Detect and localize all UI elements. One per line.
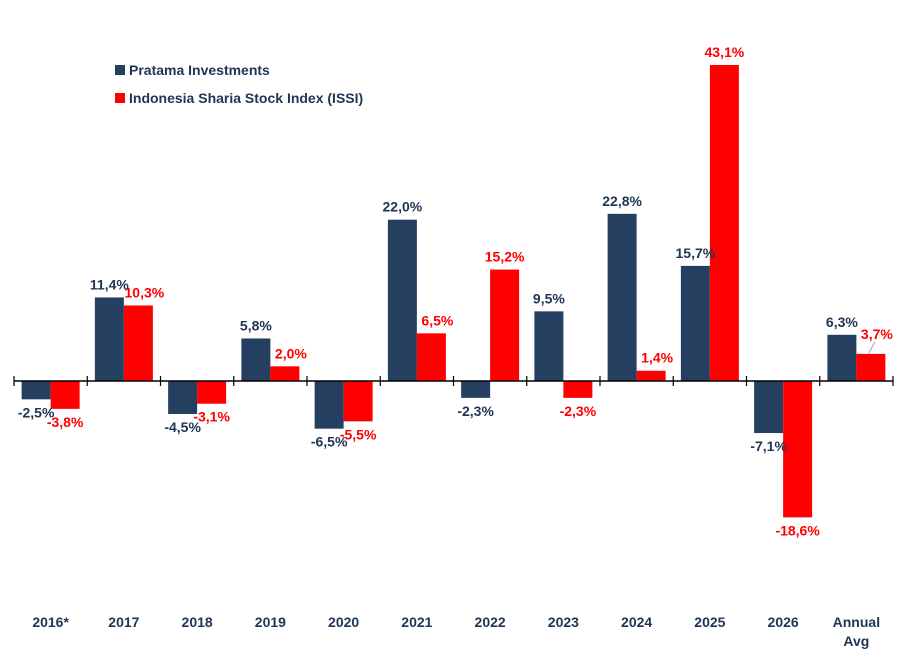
data-label-issi-2021: 6,5%	[421, 312, 453, 328]
leader-line	[868, 341, 876, 354]
bar-pratama-2024	[607, 213, 637, 381]
category-label-annual-avg: Annual	[833, 614, 880, 630]
category-label-2018: 2018	[182, 614, 213, 630]
bar-pratama-2017	[94, 297, 124, 381]
data-label-pratama-2019: 5,8%	[240, 317, 272, 333]
data-label-issi-2025: 43,1%	[705, 44, 745, 60]
data-label-pratama-2017: 11,4%	[90, 276, 129, 292]
bar-pratama-2020	[314, 381, 344, 429]
category-label-2016-: 2016*	[32, 614, 69, 630]
bar-issi-2024	[636, 370, 666, 381]
bar-pratama-2025	[680, 265, 710, 381]
x-axis	[13, 376, 894, 386]
data-label-pratama-2025: 15,7%	[676, 245, 716, 261]
data-label-issi-2022: 15,2%	[485, 249, 525, 265]
data-label-issi-2020: -5,5%	[340, 426, 377, 442]
bar-pratama-2019	[241, 338, 271, 381]
data-label-issi-2018: -3,1%	[193, 409, 230, 425]
data-label-pratama-2022: -2,3%	[457, 403, 494, 419]
bar-issi-2017	[123, 305, 153, 381]
bar-issi-2018	[197, 381, 227, 404]
legend-label-issi: Indonesia Sharia Stock Index (ISSI)	[129, 90, 363, 106]
category-label-2023: 2023	[548, 614, 579, 630]
data-label-issi-2016-: -3,8%	[47, 414, 84, 430]
data-label-issi-2023: -2,3%	[560, 403, 597, 419]
legend-swatch-pratama	[115, 65, 125, 75]
bar-pratama-annual-avg	[827, 334, 857, 381]
bar-pratama-2016-	[21, 381, 51, 400]
data-label-pratama-2018: -4,5%	[164, 419, 201, 435]
bar-issi-2026	[783, 381, 813, 518]
data-label-issi-2019: 2,0%	[275, 345, 307, 361]
legend-label-pratama: Pratama Investments	[129, 62, 270, 78]
category-label-2017: 2017	[108, 614, 139, 630]
bar-issi-annual-avg	[856, 353, 886, 381]
data-label-issi-2017: 10,3%	[125, 284, 165, 300]
bar-issi-2021	[416, 333, 446, 381]
bar-pratama-2018	[168, 381, 198, 414]
data-label-pratama-2020: -6,5%	[311, 434, 348, 450]
category-label-2026: 2026	[768, 614, 799, 630]
category-label-2025: 2025	[694, 614, 725, 630]
category-label-annual-avg: Avg	[843, 633, 869, 649]
legend-swatch-issi	[115, 93, 125, 103]
data-label-pratama-2024: 22,8%	[602, 193, 642, 209]
bar-pratama-2021	[387, 219, 417, 381]
bar-issi-2025	[709, 65, 739, 381]
bar-issi-2020	[343, 381, 373, 422]
data-label-pratama-2023: 9,5%	[533, 290, 565, 306]
category-label-2021: 2021	[401, 614, 432, 630]
bar-pratama-2023	[534, 311, 564, 381]
category-label-2024: 2024	[621, 614, 652, 630]
category-label-2019: 2019	[255, 614, 286, 630]
bar-issi-2023	[563, 381, 593, 398]
data-label-pratama-2016-: -2,5%	[18, 404, 55, 420]
data-label-issi-annual-avg: 3,7%	[861, 326, 893, 342]
data-label-issi-2026: -18,6%	[775, 522, 820, 538]
data-label-pratama-annual-avg: 6,3%	[826, 314, 858, 330]
data-label-pratama-2021: 22,0%	[383, 199, 423, 215]
data-label-pratama-2026: -7,1%	[750, 438, 787, 454]
bar-issi-2019	[270, 366, 300, 381]
bar-pratama-2026	[754, 381, 784, 434]
bar-issi-2022	[490, 269, 520, 381]
legend: Pratama Investments Indonesia Sharia Sto…	[115, 62, 363, 106]
bar-issi-2016-	[50, 381, 80, 409]
bar-pratama-2022	[461, 381, 491, 398]
data-label-issi-2024: 1,4%	[641, 350, 673, 366]
category-label-2022: 2022	[475, 614, 506, 630]
category-label-2020: 2020	[328, 614, 359, 630]
